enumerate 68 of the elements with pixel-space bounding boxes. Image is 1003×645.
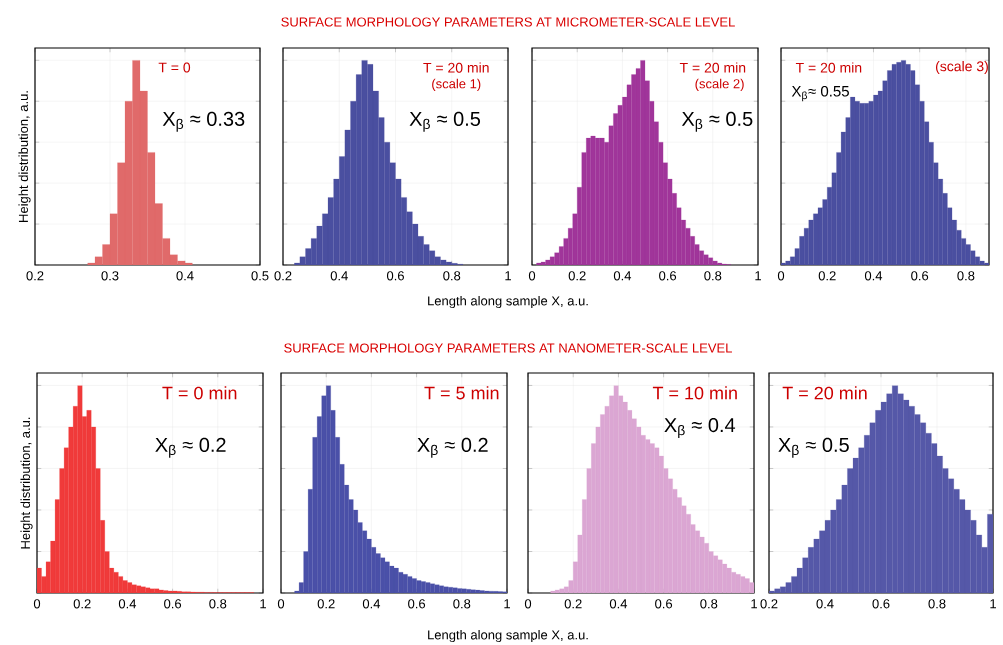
annotation: (scale 2) [695,78,744,91]
x-tick-label: 0.8 [700,599,718,609]
x-tick-label: 0.6 [408,599,426,609]
x-tick-label: 0.4 [118,599,137,609]
x-tick-label: 1 [504,599,510,609]
y-axis-title: Height distribution, a.u. [20,417,33,549]
x-tick-label: 1 [505,271,511,281]
x-tick-label: 0.6 [386,271,404,281]
annotation: X$_{β}$ ≈ 0.2 [155,437,226,458]
x-tick-label: 0.4 [864,271,883,281]
x-tick-label: 0.4 [816,599,834,609]
x-tick-label: 0.8 [443,271,461,281]
x-tick-label: 1 [755,271,761,281]
annotation: T = 20 min [782,386,867,400]
annotation: T = 20 min [423,62,489,73]
x-tick-label: 0.8 [453,599,471,609]
x-tick-label: 0.4 [330,271,348,281]
annotation: T = 10 min [652,386,737,400]
x-tick-label: 0.4 [362,599,381,609]
x-tick-label: 0 [33,599,41,609]
x-tick-label: 0.8 [928,599,946,609]
annotation: X$_{β}$ ≈ 0.5 [409,111,481,132]
x-tick-label: 0.2 [274,271,292,281]
x-tick-label: 0 [777,271,785,281]
x-tick-label: 1 [751,599,757,609]
annotation: T = 20 min [795,62,862,73]
x-tick-label: 0.2 [568,271,586,281]
annotation: T = 0 min [162,386,237,400]
annotation: T = 0 [158,62,191,73]
x-axis-title: Length along sample X, a.u. [428,629,588,643]
x-tick-label: 0.2 [26,271,44,281]
annotation: X$_{β}$≈ 0.55 [791,85,849,102]
text: SURFACE MORPHOLOGY PARAMETERS AT MICROMETER-SCALE LEVEL [281,17,735,27]
x-tick-label: 0 [524,599,532,609]
annotation: (scale 1) [432,78,481,91]
y-axis-title: Height distribution, a.u. [18,91,31,222]
annotation: X$_{β}$ ≈ 0.5 [778,437,849,458]
annotation: (scale 3) [935,61,988,75]
x-tick-label: 0.4 [613,271,632,281]
x-tick-label: 0 [277,599,285,609]
x-tick-label: 0.4 [176,271,194,281]
annotation: X$_{β}$ ≈ 0.4 [664,418,736,438]
x-tick-label: 0.8 [704,271,722,281]
x-tick-label: 0.2 [760,599,778,609]
x-tick-label: 0.2 [317,599,335,609]
x-tick-label: 0.8 [209,599,227,609]
x-tick-label: 1 [990,599,996,609]
annotation: X$_{β}$ ≈ 0.2 [417,437,488,458]
x-tick-label: 0.8 [957,271,975,281]
x-tick-label: 0.6 [655,599,673,609]
x-axis-title: Length along sample X, a.u. [428,295,588,309]
annotation: X$_{β}$ ≈ 0.5 [681,111,753,132]
x-tick-label: 0.5 [251,271,269,281]
x-tick-label: 0.2 [73,599,91,609]
x-tick-label: 0 [528,271,536,281]
x-tick-label: 0.2 [818,271,836,281]
annotation: X$_{β}$ ≈ 0.33 [162,111,245,132]
annotation: T = 5 min [424,386,499,400]
x-tick-label: 0.2 [564,599,582,609]
x-tick-label: 0.6 [911,271,929,281]
x-tick-label: 0.3 [101,271,119,281]
x-tick-label: 0.6 [164,599,182,609]
x-tick-label: 1 [260,599,266,609]
annotation: T = 20 min [679,62,746,73]
x-tick-label: 0.6 [872,599,890,609]
x-tick-label: 0.4 [609,599,628,609]
text: SURFACE MORPHOLOGY PARAMETERS AT NANOMETER-SCALE LEVEL [284,343,732,353]
x-tick-label: 0.6 [659,271,677,281]
